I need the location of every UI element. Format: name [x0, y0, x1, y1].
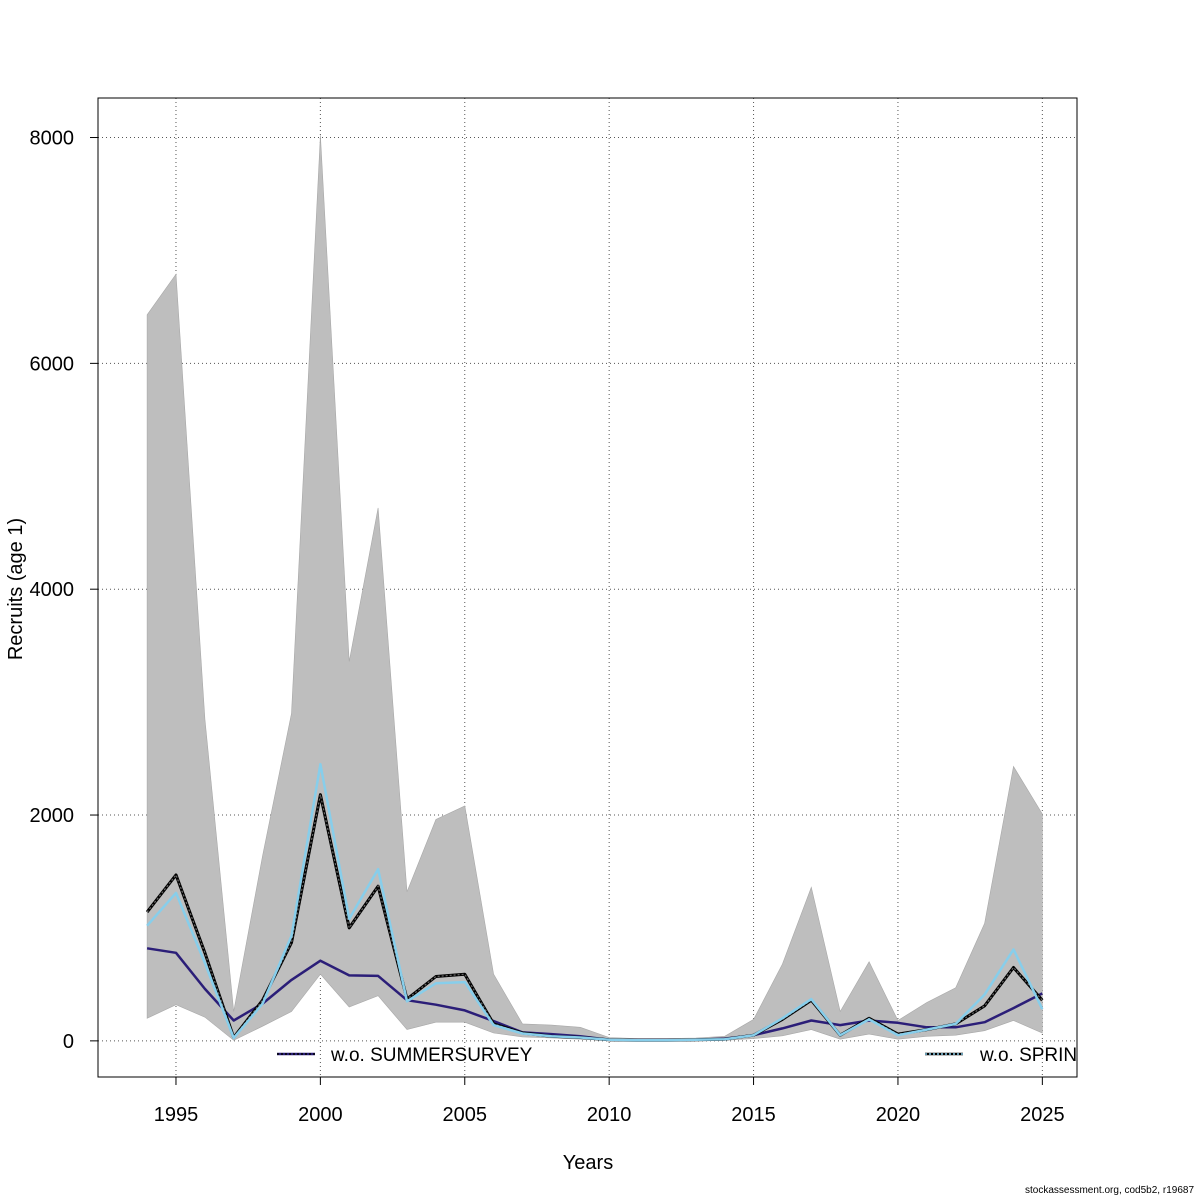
confidence-band [146, 135, 1043, 1041]
series-layer [145, 762, 1044, 1042]
x-axis-title: Years [563, 1152, 613, 1174]
confidence-band-layer [146, 135, 1043, 1041]
x-tick-label: 2005 [443, 1104, 488, 1126]
x-tick-label: 2015 [731, 1104, 776, 1126]
plot-frame [97, 97, 1078, 1078]
y-tick-label: 6000 [30, 353, 75, 375]
legend: w.o. SUMMERSURVEY w.o. SPRINGSURVEY [277, 1045, 1170, 1066]
y-tick-label: 2000 [30, 805, 75, 827]
legend-label: w.o. SUMMERSURVEY [330, 1045, 533, 1066]
x-tick-label: 2020 [876, 1104, 921, 1126]
x-tick-label: 2025 [1020, 1104, 1065, 1126]
y-axis-title: Recruits (age 1) [5, 518, 27, 660]
y-tick-label: 4000 [30, 579, 75, 601]
y-tick-label: 8000 [30, 128, 75, 150]
footer-credit: stockassessment.org, cod5b2, r19687 [1025, 1185, 1194, 1196]
x-tick-label: 2010 [587, 1104, 632, 1126]
axes: 1995 2000 2005 2010 2015 2020 2025 0 2000 4000 600… [30, 128, 1065, 1126]
grid-lines [98, 98, 1077, 1077]
legend-label: w.o. SPRINGSURVEY [979, 1045, 1170, 1066]
x-tick-label: 2000 [298, 1104, 343, 1126]
y-tick-label: 0 [63, 1031, 74, 1053]
series-line-wo-springsurvey [146, 762, 1044, 1042]
x-tick-label: 1995 [154, 1104, 199, 1126]
